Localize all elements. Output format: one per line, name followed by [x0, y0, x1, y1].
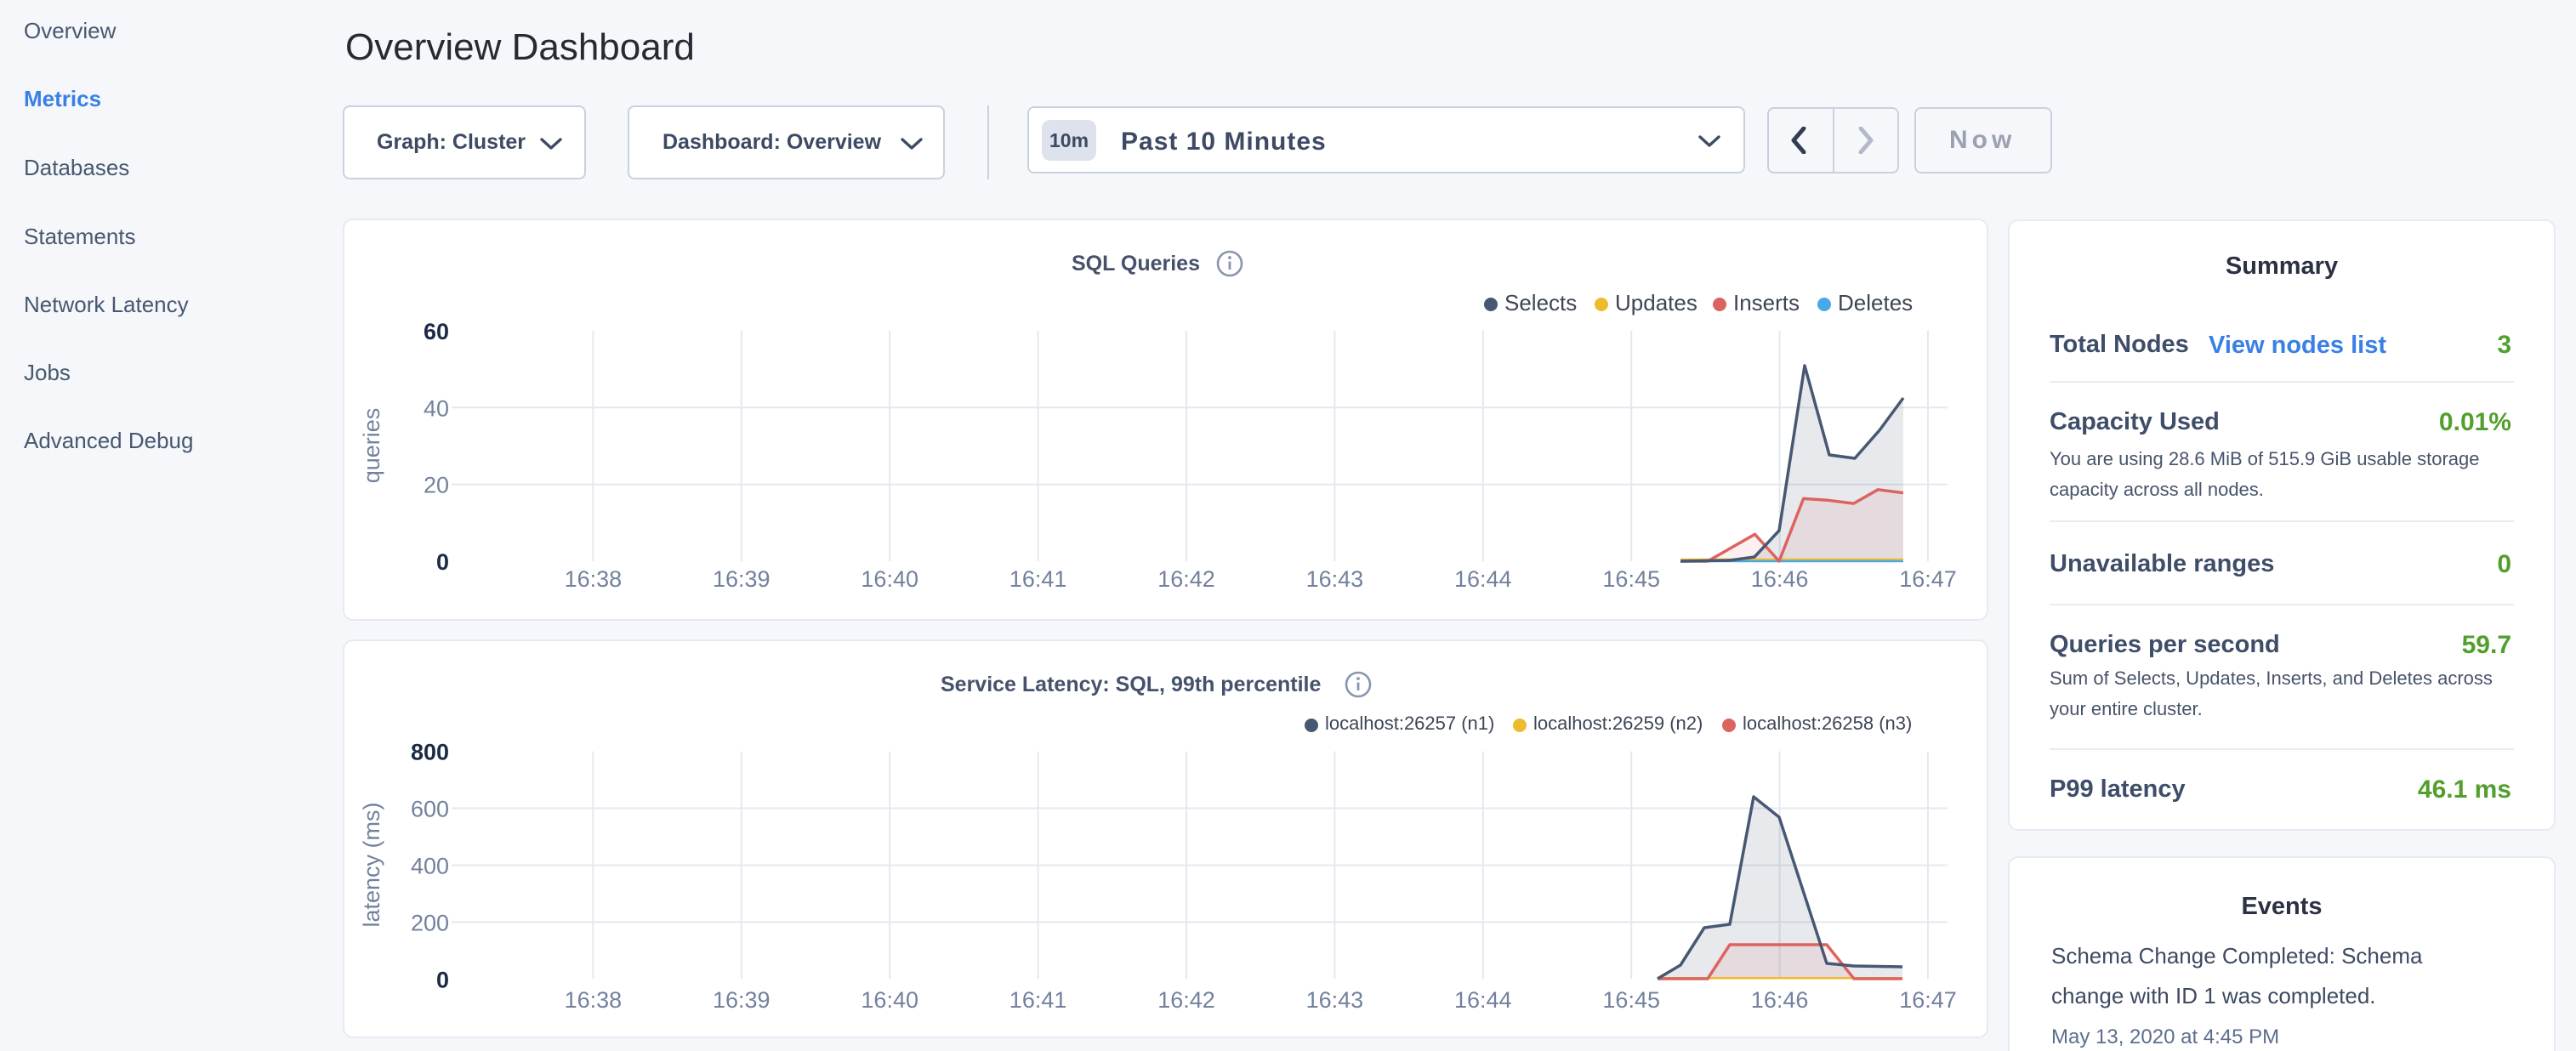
- svg-text:16:44: 16:44: [1454, 987, 1512, 1013]
- svg-text:400: 400: [411, 854, 449, 879]
- svg-text:16:41: 16:41: [1009, 566, 1067, 592]
- svg-text:16:45: 16:45: [1602, 987, 1660, 1013]
- svg-text:16:45: 16:45: [1602, 566, 1660, 592]
- svg-text:800: 800: [411, 740, 449, 765]
- svg-text:600: 600: [411, 797, 449, 822]
- svg-text:16:42: 16:42: [1157, 987, 1215, 1013]
- svg-text:16:40: 16:40: [861, 566, 918, 592]
- svg-text:16:46: 16:46: [1751, 987, 1809, 1013]
- svg-text:latency (ms): latency (ms): [359, 802, 384, 927]
- svg-text:16:40: 16:40: [861, 987, 918, 1013]
- svg-text:16:47: 16:47: [1899, 566, 1957, 592]
- svg-text:200: 200: [411, 910, 449, 935]
- svg-text:16:43: 16:43: [1306, 987, 1364, 1013]
- svg-text:16:38: 16:38: [565, 566, 623, 592]
- svg-text:60: 60: [424, 319, 449, 344]
- svg-text:40: 40: [424, 395, 449, 421]
- svg-text:16:43: 16:43: [1306, 566, 1364, 592]
- svg-text:0: 0: [436, 967, 449, 992]
- svg-text:16:41: 16:41: [1009, 987, 1067, 1013]
- svg-text:16:42: 16:42: [1157, 566, 1215, 592]
- svg-text:16:39: 16:39: [713, 987, 771, 1013]
- svg-text:queries: queries: [359, 408, 384, 484]
- svg-text:16:46: 16:46: [1751, 566, 1809, 592]
- svg-text:0: 0: [436, 549, 449, 575]
- svg-text:16:38: 16:38: [565, 987, 623, 1013]
- svg-text:16:39: 16:39: [713, 566, 771, 592]
- svg-text:16:44: 16:44: [1454, 566, 1512, 592]
- svg-text:20: 20: [424, 473, 449, 498]
- svg-text:16:47: 16:47: [1899, 987, 1957, 1013]
